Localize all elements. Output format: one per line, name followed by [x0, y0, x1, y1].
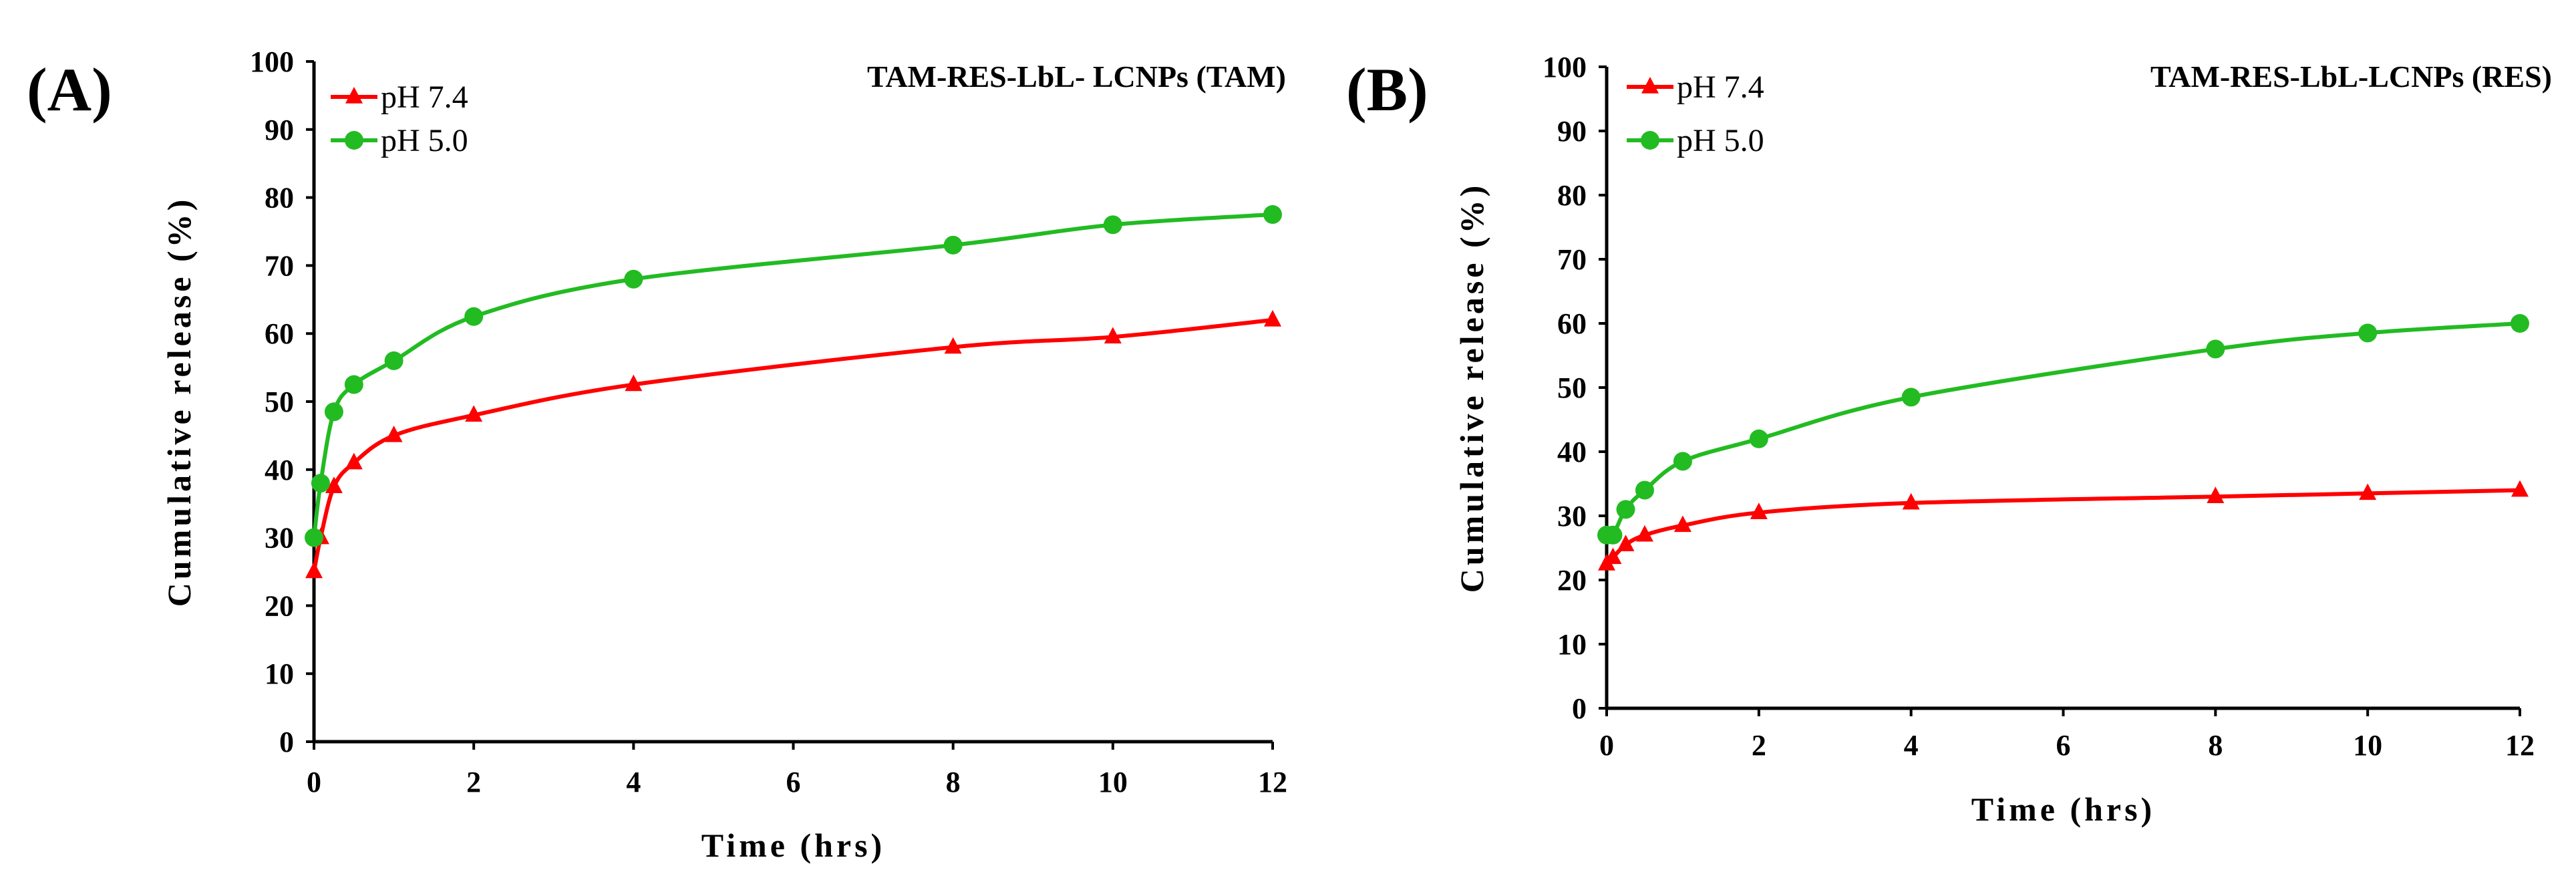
data-point-circle	[1263, 205, 1282, 225]
data-point-triangle	[2359, 483, 2377, 500]
y-tick-label: 0	[279, 726, 294, 758]
legend-label: pH 5.0	[381, 123, 468, 158]
panel-letter: (B)	[1346, 55, 1428, 124]
y-tick-label: 70	[1557, 243, 1587, 276]
series-line-ph-7-4	[1605, 488, 2522, 566]
x-axis-label: Time (hrs)	[701, 827, 885, 864]
x-tick-label: 8	[946, 766, 961, 798]
data-point-circle	[1749, 429, 1768, 448]
x-tick-label: 6	[2056, 729, 2071, 762]
y-tick-label: 80	[1557, 179, 1587, 212]
data-point-circle	[2206, 339, 2225, 359]
data-point-triangle	[1617, 535, 1635, 551]
data-point-triangle	[385, 425, 403, 442]
y-tick-label: 50	[265, 386, 294, 418]
y-tick-label: 50	[1557, 372, 1587, 404]
legend-label: pH 7.4	[1677, 69, 1764, 105]
data-point-triangle	[305, 561, 323, 579]
x-tick-label: 0	[1599, 729, 1614, 762]
y-tick-label: 100	[1543, 51, 1587, 84]
series-line-ph-7-4	[312, 317, 1275, 574]
y-tick-label: 80	[265, 182, 294, 214]
data-point-triangle	[1264, 309, 1281, 327]
x-tick-label: 6	[786, 766, 801, 798]
data-point-triangle	[1104, 327, 1122, 344]
legend-label: pH 5.0	[1677, 123, 1764, 158]
y-tick-label: 90	[1557, 115, 1587, 148]
data-point-circle	[624, 269, 643, 289]
x-tick-label: 12	[2505, 729, 2535, 762]
y-axis-label: Cumulative release (%)	[1453, 182, 1490, 593]
data-point-circle	[384, 351, 404, 370]
y-tick-label: 90	[265, 114, 294, 146]
panel-a-chart: (A) TAM-RES-LbL- LCNPs (TAM)0102030405060…	[27, 45, 1287, 864]
data-point-circle	[1103, 215, 1122, 235]
y-tick-label: 20	[1557, 564, 1587, 597]
x-tick-label: 2	[1752, 729, 1766, 762]
data-point-circle	[1673, 452, 1692, 471]
y-tick-label: 10	[1557, 628, 1587, 661]
x-tick-label: 0	[307, 766, 321, 798]
data-point-circle	[305, 528, 323, 547]
panel-letter: (A)	[27, 55, 112, 124]
data-point-triangle	[1902, 492, 1920, 510]
data-point-triangle	[465, 405, 483, 422]
legend-marker	[1641, 77, 1659, 94]
series-line-ph-5-0	[1605, 321, 2522, 539]
y-axis-label: Cumulative release (%)	[160, 196, 198, 607]
y-tick-label: 20	[265, 589, 294, 622]
data-point-circle	[943, 235, 963, 255]
y-tick-label: 60	[265, 317, 294, 350]
legend-marker	[1641, 131, 1659, 150]
y-tick-label: 30	[1557, 500, 1587, 533]
data-point-circle	[2511, 314, 2529, 333]
data-point-circle	[1603, 525, 1623, 545]
chart-title: TAM-RES-LbL- LCNPs (TAM)	[867, 59, 1286, 94]
x-tick-label: 8	[2208, 729, 2223, 762]
data-point-triangle	[345, 452, 363, 470]
data-point-triangle	[2511, 480, 2529, 497]
data-point-triangle	[1673, 515, 1692, 533]
data-point-triangle	[944, 337, 962, 354]
x-tick-label: 2	[466, 766, 481, 798]
y-tick-label: 30	[265, 522, 294, 555]
data-point-triangle	[1750, 502, 1768, 519]
series-line-ph-5-0	[312, 212, 1275, 540]
x-tick-label: 10	[2353, 729, 2382, 762]
panel-b-chart: (B) TAM-RES-LbL-LCNPs (RES)01020304050607…	[1346, 51, 2552, 828]
legend-marker	[345, 87, 363, 104]
y-tick-label: 40	[265, 454, 294, 486]
data-point-circle	[311, 474, 330, 493]
data-point-circle	[464, 307, 484, 326]
data-point-circle	[1901, 388, 1921, 407]
y-tick-label: 0	[1572, 692, 1587, 725]
data-point-circle	[344, 375, 363, 394]
x-tick-label: 4	[1904, 729, 1919, 762]
data-point-triangle	[325, 476, 343, 493]
x-tick-label: 4	[626, 766, 641, 798]
legend-label: pH 7.4	[381, 80, 468, 115]
data-point-triangle	[1635, 525, 1653, 542]
data-point-triangle	[625, 374, 643, 392]
x-tick-label: 12	[1258, 766, 1287, 798]
x-tick-label: 10	[1098, 766, 1128, 798]
x-axis-label: Time (hrs)	[1971, 790, 2155, 828]
y-tick-label: 10	[265, 657, 294, 690]
data-point-triangle	[2207, 486, 2225, 503]
data-point-circle	[1616, 500, 1635, 519]
data-point-circle	[1635, 480, 1654, 500]
data-point-triangle	[1604, 547, 1622, 565]
chart-title: TAM-RES-LbL-LCNPs (RES)	[2150, 59, 2552, 94]
data-point-circle	[2358, 323, 2378, 343]
data-point-circle	[324, 402, 343, 422]
legend-marker	[345, 131, 363, 150]
y-tick-label: 100	[250, 45, 294, 78]
y-tick-label: 70	[265, 249, 294, 282]
y-tick-label: 60	[1557, 307, 1587, 340]
y-tick-label: 40	[1557, 436, 1587, 468]
